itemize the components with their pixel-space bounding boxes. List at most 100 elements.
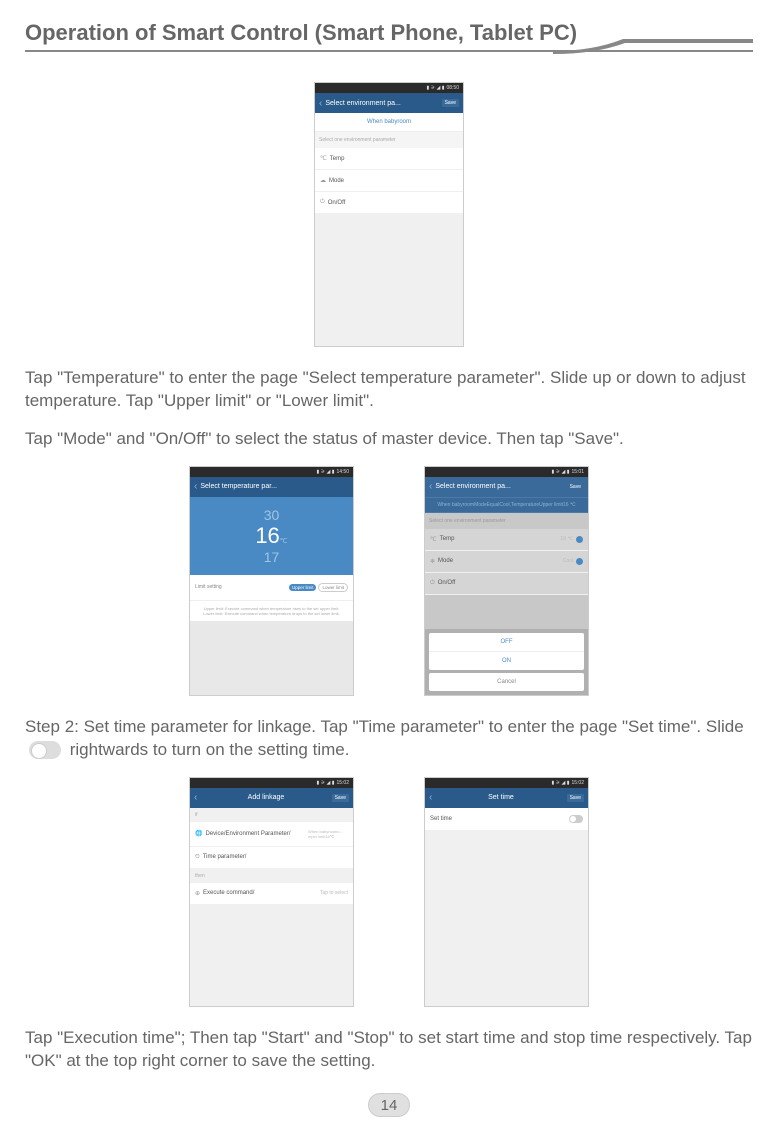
item-label: Temp	[330, 156, 458, 162]
temp-main: 16	[255, 523, 279, 548]
item-label: Execute command/	[203, 890, 317, 896]
back-icon[interactable]: ‹	[429, 481, 432, 492]
phone-select-temperature: ▮ ⚞ ◢ ▮ 14:50 ‹ Select temperature par..…	[189, 466, 354, 696]
list-item-time-param[interactable]: ⏲ Time parameter/	[190, 847, 353, 869]
temperature-picker[interactable]: 30 16℃ 17	[190, 497, 353, 575]
title-bar[interactable]: ‹ Select environment pa... Save	[425, 477, 588, 497]
item-label: Time parameter/	[203, 854, 348, 860]
item-label: Temp	[440, 536, 558, 542]
save-button[interactable]: Save	[567, 483, 584, 491]
item-label: Device/Environment Parameter/	[205, 831, 305, 837]
list-item-temp[interactable]: ℃ Temp	[315, 148, 463, 170]
title-bar[interactable]: ‹ Select environment pa... Save	[315, 93, 463, 113]
limit-setting-row: Limit setting Upper limit Lower limit	[190, 575, 353, 601]
save-button[interactable]: Save	[567, 794, 584, 802]
signal-icon: ▮ ⚞ ◢ ▮	[551, 780, 569, 786]
section-label: Select one environment parameter	[315, 132, 463, 148]
list-item-temp[interactable]: ℃ Temp 16 ℃	[425, 529, 588, 551]
signal-icon: ▮ ⚞ ◢ ▮	[551, 469, 569, 475]
status-bar: ▮ ⚞ ◢ ▮ 15:02	[190, 778, 353, 788]
if-label: if	[190, 808, 353, 822]
para3-part2: rightwards to turn on the setting time.	[70, 740, 350, 759]
status-time: 08:50	[446, 85, 459, 91]
list-item-onoff[interactable]: ⏻ On/Off	[315, 192, 463, 214]
list-item-execute[interactable]: ⊕ Execute command/ Tap to select	[190, 883, 353, 905]
back-icon[interactable]: ‹	[429, 792, 432, 803]
empty-area	[190, 905, 353, 1006]
screen-title: Add linkage	[200, 794, 331, 801]
signal-icon: ▮ ⚞ ◢ ▮	[316, 780, 334, 786]
lower-limit-button[interactable]: Lower limit	[318, 583, 348, 592]
list-item-mode[interactable]: ☁ Mode	[315, 170, 463, 192]
signal-icon: ▮ ⚞ ◢ ▮	[316, 469, 334, 475]
item-label: Mode	[329, 178, 458, 184]
list-item-onoff[interactable]: ⏻ On/Off	[425, 573, 588, 595]
clock-icon: ⏲	[195, 854, 200, 861]
screen-title: Set time	[435, 794, 566, 801]
screenshot-row-2: ▮ ⚞ ◢ ▮ 14:50 ‹ Select temperature par..…	[25, 466, 753, 696]
screenshot-row-3: ▮ ⚞ ◢ ▮ 15:02 ‹ Add linkage Save if 🌐 De…	[25, 777, 753, 1007]
hint-lower: Lower limit: Execute command when temper…	[195, 611, 348, 616]
toggle-icon	[29, 741, 61, 759]
list-item-set-time[interactable]: Set time	[425, 808, 588, 831]
title-bar[interactable]: ‹ Add linkage Save	[190, 788, 353, 808]
hint-text: Upper limit: Execute command when temper…	[190, 601, 353, 621]
check-icon	[576, 536, 583, 543]
then-label: then	[190, 869, 353, 883]
header-swoosh-decoration	[553, 29, 753, 54]
screen-title: Select environment pa...	[435, 483, 566, 490]
screenshot-row-1: ▮ ⚞ ◢ ▮ 08:50 ‹ Select environment pa...…	[25, 82, 753, 347]
item-label: On/Off	[438, 580, 583, 586]
back-icon[interactable]: ‹	[194, 481, 197, 492]
back-icon[interactable]: ‹	[194, 792, 197, 803]
item-value: 16 ℃	[560, 536, 573, 542]
status-bar: ▮ ⚞ ◢ ▮ 15:01	[425, 467, 588, 477]
list-item-device-param[interactable]: 🌐 Device/Environment Parameter/ When bab…	[190, 822, 353, 847]
status-bar: ▮ ⚞ ◢ ▮ 14:50	[190, 467, 353, 477]
temp-below: 17	[190, 549, 353, 565]
title-bar[interactable]: ‹ Set time Save	[425, 788, 588, 808]
temp-icon: ℃	[430, 536, 437, 543]
limit-label: Limit setting	[195, 584, 289, 590]
status-time: 15:02	[336, 780, 349, 786]
paragraph-1: Tap "Temperature" to enter the page "Sel…	[25, 367, 753, 413]
toggle-switch[interactable]	[569, 815, 583, 823]
phone-set-time: ▮ ⚞ ◢ ▮ 15:02 ‹ Set time Save Set time	[424, 777, 589, 1007]
screen-title: Select environment pa...	[325, 100, 441, 107]
item-value: Cool	[563, 558, 573, 564]
upper-limit-button[interactable]: Upper limit	[289, 584, 317, 591]
phone-add-linkage: ▮ ⚞ ◢ ▮ 15:02 ‹ Add linkage Save if 🌐 De…	[189, 777, 354, 1007]
status-bar: ▮ ⚞ ◢ ▮ 08:50	[315, 83, 463, 93]
status-bar: ▮ ⚞ ◢ ▮ 15:02	[425, 778, 588, 788]
paragraph-2: Tap "Mode" and "On/Off" to select the st…	[25, 428, 753, 451]
item-label: Mode	[438, 558, 560, 564]
status-time: 15:02	[571, 780, 584, 786]
paragraph-4: Tap "Execution time"; Then tap "Start" a…	[25, 1027, 753, 1073]
list-item-mode[interactable]: ❄ Mode Cool	[425, 551, 588, 573]
section-label: Select one environment parameter	[425, 513, 588, 529]
status-time: 15:01	[571, 469, 584, 475]
screen-title: Select temperature par...	[200, 483, 349, 490]
item-label: Set time	[430, 816, 566, 822]
phone-environment-onoff: ▮ ⚞ ◢ ▮ 15:01 ‹ Select environment pa...…	[424, 466, 589, 696]
temp-unit: ℃	[280, 538, 288, 545]
target-icon: ⊕	[195, 890, 200, 897]
on-button[interactable]: ON	[429, 652, 584, 670]
mode-icon: ☁	[320, 177, 326, 184]
title-bar[interactable]: ‹ Select temperature par...	[190, 477, 353, 497]
back-icon[interactable]: ‹	[319, 98, 322, 109]
save-button[interactable]: Save	[442, 99, 459, 107]
subtitle: When babyroom	[315, 113, 463, 132]
status-time: 14:50	[336, 469, 349, 475]
cancel-button[interactable]: Cancel	[429, 673, 584, 691]
empty-area	[425, 831, 588, 1006]
rule-summary: When babyroomModeEqualCool,TemperatureUp…	[425, 497, 588, 513]
temp-above: 30	[190, 507, 353, 523]
check-icon	[576, 558, 583, 565]
off-button[interactable]: OFF	[429, 633, 584, 652]
save-button[interactable]: Save	[332, 794, 349, 802]
phone-select-environment: ▮ ⚞ ◢ ▮ 08:50 ‹ Select environment pa...…	[314, 82, 464, 347]
empty-area	[315, 214, 463, 346]
item-sub: When babyroomo... mper limit16℃	[308, 829, 348, 839]
action-sheet: OFF ON Cancel	[425, 629, 588, 695]
